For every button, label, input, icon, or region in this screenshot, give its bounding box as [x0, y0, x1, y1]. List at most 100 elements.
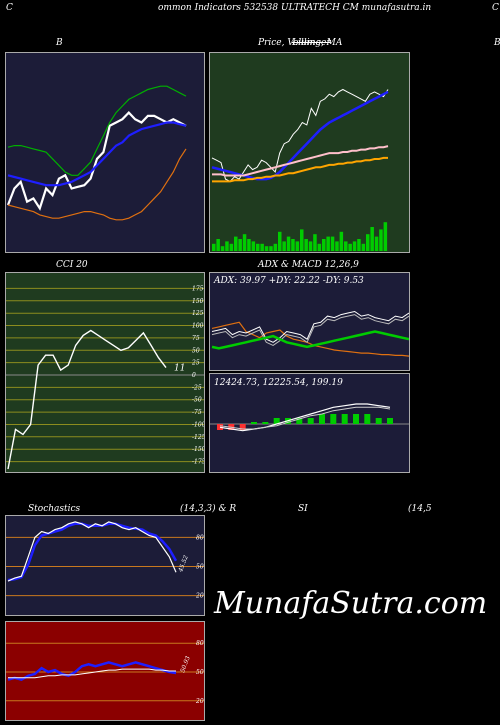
header-right-letter: C [492, 3, 499, 13]
volume-bar [335, 241, 339, 251]
macd-hist-bar [251, 422, 257, 424]
volume-bar [256, 243, 260, 251]
volume-bar [379, 229, 383, 251]
bb-title: B [56, 38, 63, 48]
price-overlay-title: Lillinger [292, 38, 331, 48]
stoch-chart: 80 50 20 45.52 [6, 521, 204, 600]
rsi-tick-label: 20 [195, 698, 204, 705]
macd-chart: 12424.73, 12225.54, 199.19 [210, 378, 409, 432]
adx-panel: ADX: 39.97 +DY: 22.22 -DY: 9.53 [209, 272, 410, 371]
volume-bar [357, 239, 361, 251]
cci-tick-label: -150 [192, 446, 205, 453]
volume-bar [251, 241, 256, 251]
volume-bar [212, 243, 216, 251]
cci-tick-label: -75 [192, 409, 202, 416]
watermark: MunafaSutra.com [214, 586, 488, 621]
price-series-0 [211, 88, 389, 183]
volume-bar [286, 236, 291, 251]
stoch-title-mid: (14,3,3) & R [180, 504, 237, 514]
volume-bar [247, 239, 251, 251]
price-series-2 [212, 145, 389, 177]
macd-line [219, 403, 391, 432]
volume-bar [313, 234, 317, 251]
cci-line [7, 329, 167, 470]
volume-bar [366, 234, 370, 251]
volume-bar [322, 239, 326, 251]
volume-bar [282, 241, 286, 251]
bollinger-chart [6, 85, 187, 221]
price-title: Price, Volume, MA [258, 38, 343, 48]
right-edge-letter: B [494, 38, 500, 48]
volume-bar [260, 243, 264, 251]
cci-panel: 175 150 125 100 75 50 25 0 -25 -50 -75 -100 -125 -150… [5, 272, 205, 473]
bb-series-1 [7, 121, 187, 187]
bb-series-0 [6, 111, 187, 211]
stoch-title-right: (14,5 [408, 504, 432, 514]
adx-plus-di-shadow [211, 314, 409, 346]
volume-bar [374, 236, 379, 251]
volume-bar [383, 222, 388, 251]
volume-bar [317, 243, 322, 251]
rsi-chart: 80 50 20 50.93 [6, 640, 204, 705]
stoch-title-left: Stochastics [28, 504, 81, 514]
macd-hist-bar [273, 418, 280, 424]
volume-bar [326, 236, 330, 251]
volume-bar [352, 241, 357, 251]
adx-line [211, 330, 409, 350]
volume-bar [216, 239, 220, 251]
cci-tick-label: 50 [192, 347, 200, 354]
volume-bar [348, 243, 352, 251]
volume-bar [273, 243, 278, 251]
macd-hist-bar [262, 422, 269, 424]
volume-bar [295, 241, 300, 251]
macd-hist-bar [387, 418, 393, 424]
macd-hist-bar [375, 418, 382, 424]
macd-hist-bar [239, 424, 246, 430]
cci-tick-label: 125 [192, 310, 204, 317]
bb-series-2 [7, 85, 187, 176]
cci-title: CCI 20 [56, 260, 88, 270]
volume-bar [225, 241, 229, 251]
stoch-tick-label: 20 [195, 593, 204, 600]
cci-tick-label: -175 [192, 459, 205, 466]
volume-bar [330, 236, 335, 251]
cci-tick-label: -25 [192, 384, 202, 391]
volume-bar [264, 246, 269, 251]
adx-plus-di-line [211, 310, 409, 343]
price-series-1 [211, 90, 389, 181]
macd-hist-bar [307, 418, 314, 424]
bb-series-3 [7, 148, 187, 221]
macd-hist-bar [341, 414, 348, 424]
volume-bar [304, 239, 308, 251]
header-left-letter: C [6, 3, 13, 13]
cci-chart: 175 150 125 100 75 50 25 0 -25 -50 -75 -100 -125 -150… [6, 285, 205, 470]
volume-bar [242, 234, 247, 251]
adx-chart: ADX: 39.97 +DY: 22.22 -DY: 9.53 [211, 276, 409, 357]
rsi-tick-label: 50 [196, 669, 204, 676]
mrsi-line [8, 668, 176, 679]
adx-macd-title: ADX & MACD 12,26,9 [258, 260, 359, 270]
cci-tick-label: 150 [192, 298, 204, 305]
volume-bar [278, 231, 282, 251]
stoch-title-si: SI [298, 504, 308, 514]
volume-bar [370, 227, 374, 251]
macd-hist-bar [296, 418, 303, 424]
stoch-d-line [7, 522, 178, 582]
macd-hist-bar [330, 414, 337, 424]
cci-tick-label: 75 [192, 335, 200, 342]
cci-last-value: 11 [174, 364, 185, 374]
page-title: ommon Indicators 532538 ULTRATECH CM mun… [158, 3, 432, 13]
cci-tick-label: 175 [192, 285, 204, 292]
volume-bar [339, 231, 344, 251]
macd-hist-bar [217, 424, 223, 430]
stoch-panel: 80 50 20 45.52 [5, 515, 205, 616]
stoch-tick-label: 50 [196, 564, 204, 571]
volume-bar [269, 246, 273, 251]
macd-signal-line [219, 406, 391, 430]
volume-bar [220, 246, 225, 251]
volume-bar [238, 239, 242, 251]
cci-tick-label: -125 [192, 434, 205, 441]
rsi-last-value: 50.93 [179, 655, 192, 674]
rsi-panel: 80 50 20 50.93 [5, 621, 205, 721]
stoch-tick-label: 80 [196, 534, 204, 541]
